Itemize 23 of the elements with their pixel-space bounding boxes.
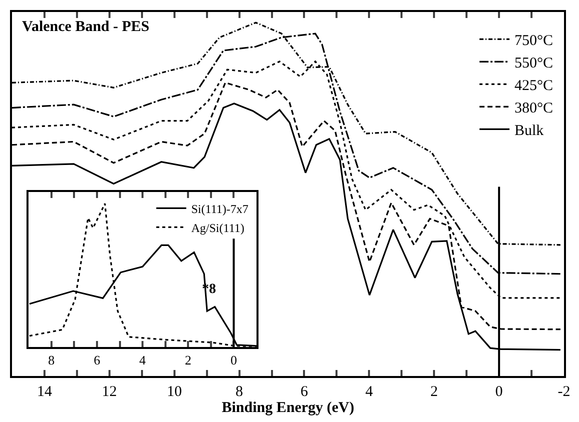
x-axis-title: Binding Energy (eV) <box>222 400 354 416</box>
x-tick-label: 6 <box>94 352 101 368</box>
x-tick-label: 0 <box>495 384 503 400</box>
legend-label: 425°C <box>514 78 553 94</box>
x-tick-label: 6 <box>300 384 308 400</box>
x-tick-label: 0 <box>230 352 237 368</box>
x-tick-label: 2 <box>430 384 438 400</box>
x-tick-label: 4 <box>365 384 374 400</box>
x-tick-label: 12 <box>102 384 117 400</box>
x-tick-label: 2 <box>184 352 192 368</box>
x-tick-label: 4 <box>139 352 146 368</box>
legend-label: 380°C <box>514 100 553 117</box>
legend-label: Ag/Si(111) <box>191 220 244 235</box>
legend-label: 550°C <box>514 56 553 72</box>
x-tick-label: 8 <box>48 352 55 368</box>
legend-label: Si(111)-7x7 <box>191 202 248 216</box>
x-tick-label: -2 <box>558 384 570 400</box>
legend-label: Bulk <box>514 123 544 140</box>
x-tick-label: 10 <box>166 384 182 400</box>
x-tick-label: 14 <box>36 384 52 400</box>
legend-label: 750°C <box>514 33 553 50</box>
chart-title: Valence Band - PES <box>22 19 150 35</box>
x-tick-label: 8 <box>236 384 244 400</box>
